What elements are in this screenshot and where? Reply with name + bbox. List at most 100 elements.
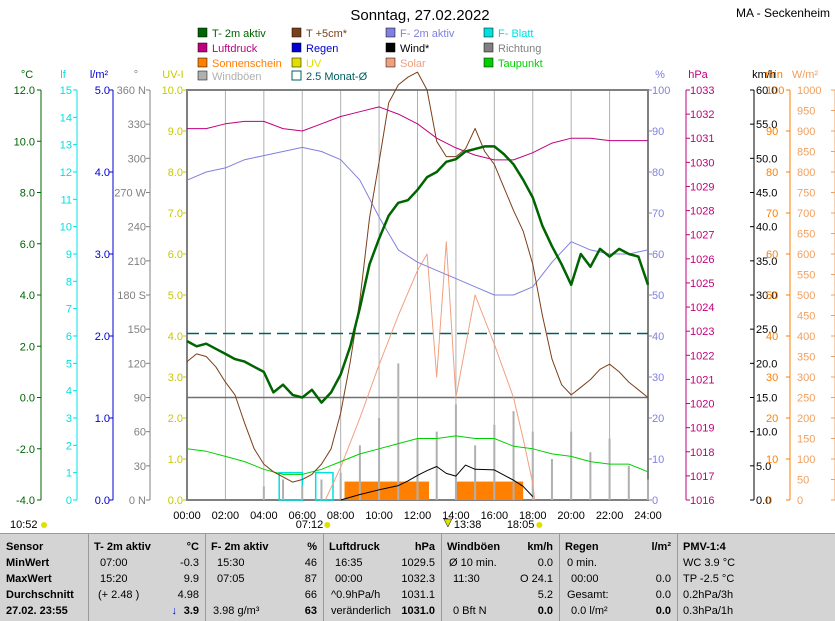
sunset-icon (536, 522, 543, 528)
uv-tick-label: 3.0 (168, 372, 183, 384)
direction-tick-label: 30 (134, 461, 146, 473)
sunshine-bar (455, 481, 524, 500)
rain-header: Regen (565, 541, 599, 553)
solar-tick-label: 700 (797, 208, 815, 220)
solar-noon-label: 13:38 (454, 519, 482, 531)
humidity-tick-label: 0 (652, 495, 658, 507)
leaf-wetness-bar (314, 471, 334, 501)
uv-tick-label: 0.0 (168, 495, 183, 507)
direction-tick-label: 60 (134, 427, 146, 439)
press-header: Luftdruck (329, 541, 380, 553)
press-max-value: 1032.3 (401, 573, 435, 585)
x-tick-label: 16:00 (481, 510, 509, 522)
wind-tick-label: 5.0 (756, 461, 771, 473)
legend-swatch (483, 42, 494, 53)
leaf-tick-label: 15 (60, 85, 72, 97)
leaf-tick-label: 13 (60, 140, 72, 152)
hum-max-time: 07:05 (217, 573, 245, 585)
hum-max-value: 87 (304, 573, 317, 585)
legend-label: Luftdruck (212, 43, 258, 55)
col-sensor: Sensor MinWert MaxWert Durchschnitt 27.0… (0, 534, 89, 621)
wind-tick-label: 15.0 (756, 393, 777, 405)
x-tick-label: 22:00 (596, 510, 624, 522)
temp-5cm-line (186, 71, 649, 483)
gust-beaufort: 0 Bft N (453, 605, 487, 617)
leaf-tick-label: 8 (66, 276, 72, 288)
solar-tick-label: 900 (797, 126, 815, 138)
uv-unit-label: UV-I (162, 69, 183, 81)
temp-2m-line (186, 145, 650, 404)
rain-max-time: 00:00 (571, 573, 599, 585)
sunrise-label: 07:12 (296, 519, 324, 531)
leaf-tick-label: 10 (60, 222, 72, 234)
pressure-tick-label: 1020 (690, 399, 714, 411)
sun_min-tick-label: 10 (766, 454, 778, 466)
uv-tick-label: 2.0 (168, 413, 183, 425)
wind-unit-label: km/h (752, 69, 776, 81)
legend-swatch (197, 57, 208, 68)
solar-noon-icon (443, 518, 453, 528)
pressure-tick-label: 1021 (690, 374, 714, 386)
wind-tick-label: 40.0 (756, 222, 777, 234)
legend-swatch (483, 27, 494, 38)
legend-label: UV (306, 58, 322, 70)
sun_min-tick-label: 90 (766, 126, 778, 138)
wind-tick-label: 60.0 (756, 85, 777, 97)
press-current-value: 1031.0 (401, 605, 435, 617)
press-unit: hPa (414, 541, 435, 553)
uv-tick-label: 7.0 (168, 208, 183, 220)
wind-tick-label: 35.0 (756, 256, 777, 268)
press-trend-note: ^0.9hPa/h (331, 589, 381, 601)
sun_min-tick-label: 0 (766, 495, 772, 507)
temp-header: T- 2m aktiv (94, 541, 151, 553)
legend-label: F- Blatt (498, 28, 533, 40)
gust-current-value: 0.0 (537, 605, 553, 617)
gust-max-time: 11:30 (453, 573, 480, 585)
leaf-tick-label: 7 (66, 304, 72, 316)
sun_min-tick-label: 80 (766, 167, 778, 179)
leaf-tick-label: 12 (60, 167, 72, 179)
solar-tick-label: 200 (797, 413, 815, 425)
wind-tick-label: 45.0 (756, 188, 777, 200)
rain_lm2-tick-label: 4.0 (95, 167, 110, 179)
x-tick-label: 18:00 (519, 510, 547, 522)
sun_min-tick-label: 70 (766, 208, 778, 220)
pressure-tick-label: 1029 (690, 181, 714, 193)
leaf-unit-label: lf (60, 69, 66, 81)
legend-swatch (483, 57, 494, 68)
legend-swatch (385, 57, 396, 68)
rain_lm2-tick-label: 1.0 (95, 413, 110, 425)
humidity-tick-label: 60 (652, 249, 664, 261)
solar-tick-label: 50 (797, 475, 809, 487)
leaf-tick-label: 5 (66, 358, 72, 370)
wind-tick-label: 0.0 (756, 495, 771, 507)
humidity-tick-label: 100 (652, 85, 670, 97)
wind-tick-label: 50.0 (756, 153, 777, 165)
current-label: 27.02. 23:55 (6, 605, 68, 617)
solar-tick-label: 650 (797, 229, 815, 241)
sun_min-tick-label: 40 (766, 331, 778, 343)
plot-series (186, 71, 650, 501)
x-tick-label: 00:00 (173, 510, 201, 522)
gust-unit: km/h (527, 541, 553, 553)
pressure-tick-label: 1018 (690, 447, 714, 459)
hum-unit: % (307, 541, 317, 553)
legend-label: T +5cm* (306, 28, 348, 40)
wind-tick-label: 20.0 (756, 358, 777, 370)
legend: T- 2m aktiv T +5cm* F- 2m aktiv F- Blatt Luf… (197, 27, 543, 83)
sun_min-tick-label: 60 (766, 249, 778, 261)
legend-swatch (197, 27, 208, 38)
wind-line (340, 464, 534, 501)
rain-duration: 0 min. (567, 557, 597, 569)
rain-total-label: Gesamt: (567, 589, 609, 601)
solar-line (324, 241, 536, 501)
min-label: MinWert (6, 557, 50, 569)
humidity-tick-label: 20 (652, 413, 664, 425)
pmv-windchill: WC 3.9 °C (683, 557, 736, 569)
sun_min-tick-label: 100 (766, 85, 784, 97)
x-tick-label: 24:00 (634, 510, 662, 522)
legend-swatch (385, 27, 396, 38)
rain_lm2-tick-label: 2.0 (95, 331, 110, 343)
gust-mean-value: 5.2 (537, 589, 553, 601)
station-name: MA - Seckenheim (736, 6, 830, 20)
